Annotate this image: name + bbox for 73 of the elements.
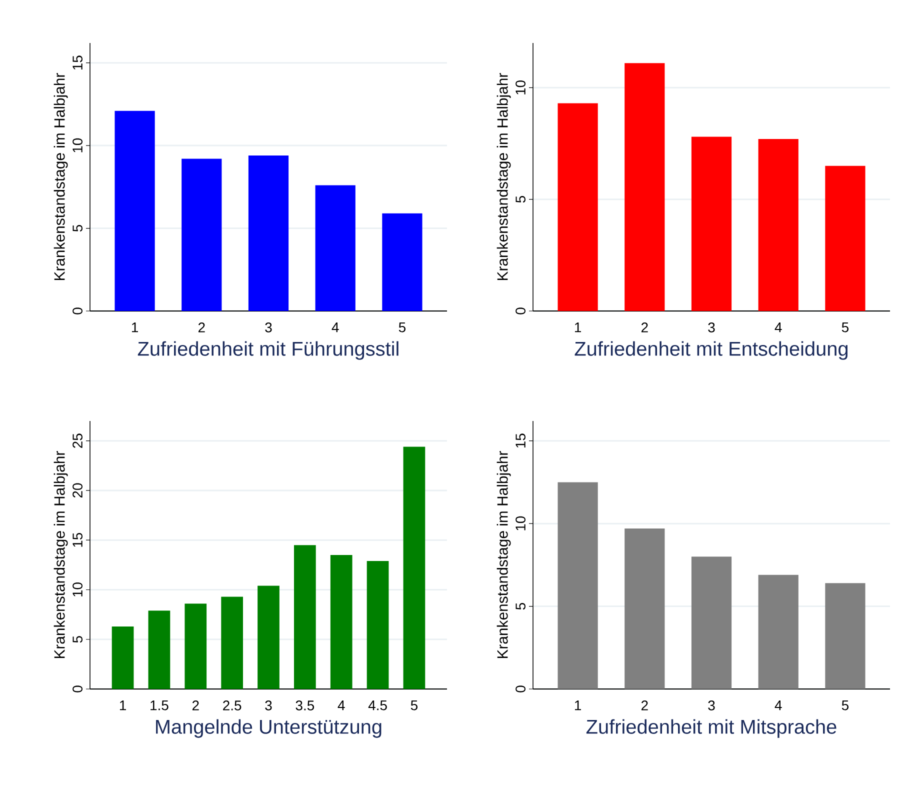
- bar: [691, 556, 732, 689]
- bar: [366, 560, 389, 689]
- y-tick-label: 0: [516, 308, 526, 314]
- bar: [294, 545, 316, 689]
- y-tick-label: 15: [516, 434, 526, 448]
- x-axis-title: Zufriedenheit mit Entscheidung: [574, 341, 848, 360]
- y-tick-label: 5: [516, 602, 526, 610]
- y-tick-label: 25: [72, 434, 82, 448]
- bar: [624, 63, 665, 311]
- bar: [182, 158, 222, 311]
- y-tick-label: 5: [72, 224, 82, 232]
- x-tick-label: 4: [774, 322, 782, 332]
- x-tick-label: 1: [574, 700, 581, 710]
- bar: [315, 185, 356, 311]
- x-tick-label: 2: [192, 700, 199, 710]
- x-tick-label: 5: [842, 700, 849, 710]
- x-tick-label: 1: [132, 322, 138, 332]
- y-axis-title: Krankenstandstage im Halbjahr: [496, 73, 511, 280]
- y-tick-label: 0: [72, 686, 82, 692]
- y-axis-title: Krankenstandstage im Halbjahr: [496, 451, 511, 658]
- x-tick-label: 2: [198, 322, 205, 332]
- bar: [248, 155, 289, 311]
- bar: [148, 610, 170, 689]
- y-tick-label: 10: [516, 516, 526, 530]
- bar: [624, 528, 665, 689]
- bar: [403, 446, 426, 689]
- x-tick-label: 3: [708, 700, 715, 710]
- bar: [758, 139, 798, 311]
- y-tick-label: 15: [72, 56, 82, 70]
- x-tick-label: 5: [410, 700, 418, 710]
- x-tick-label: 4.5: [368, 700, 387, 710]
- bar: [112, 626, 134, 689]
- y-tick-label: 20: [72, 483, 82, 498]
- x-tick-label: 4: [774, 700, 782, 710]
- y-tick-label: 10: [516, 80, 526, 94]
- x-tick-label: 3.5: [296, 700, 314, 710]
- bar: [114, 110, 155, 311]
- x-tick-label: 2.5: [223, 700, 242, 710]
- y-tick-label: 0: [72, 308, 82, 314]
- x-tick-label: 5: [398, 322, 406, 332]
- x-axis-title: Mangelnde Unterstützung: [156, 719, 382, 738]
- bar: [558, 482, 598, 689]
- y-axis-title: Krankenstandstage im Halbjahr: [54, 73, 68, 280]
- y-tick-label: 15: [72, 532, 82, 547]
- bar: [825, 166, 866, 311]
- x-tick-label: 3: [265, 700, 272, 710]
- bar: [330, 555, 352, 689]
- x-tick-label: 4: [338, 700, 345, 710]
- x-tick-label: 1: [120, 700, 126, 710]
- x-tick-label: 2: [641, 322, 648, 332]
- x-axis-title: Zufriedenheit mit Führungsstil: [138, 341, 398, 360]
- bar: [558, 103, 598, 311]
- x-axis-title: Zufriedenheit mit Mitsprache: [586, 719, 836, 738]
- x-tick-label: 3: [708, 322, 715, 332]
- x-tick-label: 1: [574, 322, 581, 332]
- y-tick-label: 10: [72, 582, 82, 596]
- bar: [184, 604, 207, 689]
- y-tick-label: 10: [72, 138, 82, 152]
- x-tick-label: 3: [265, 322, 272, 332]
- bar: [825, 583, 866, 689]
- bar: [691, 136, 732, 311]
- y-tick-label: 5: [516, 196, 526, 203]
- bar: [221, 596, 243, 689]
- y-tick-label: 5: [72, 636, 82, 643]
- bar: [258, 586, 280, 689]
- x-tick-label: 2: [641, 700, 648, 710]
- bar: [758, 574, 798, 689]
- x-tick-label: 1.5: [150, 700, 168, 710]
- y-axis-title: Krankenstandstage im Halbjahr: [54, 451, 68, 658]
- bar: [382, 213, 422, 311]
- y-tick-label: 0: [516, 686, 526, 692]
- x-tick-label: 5: [842, 322, 849, 332]
- x-tick-label: 4: [332, 322, 339, 332]
